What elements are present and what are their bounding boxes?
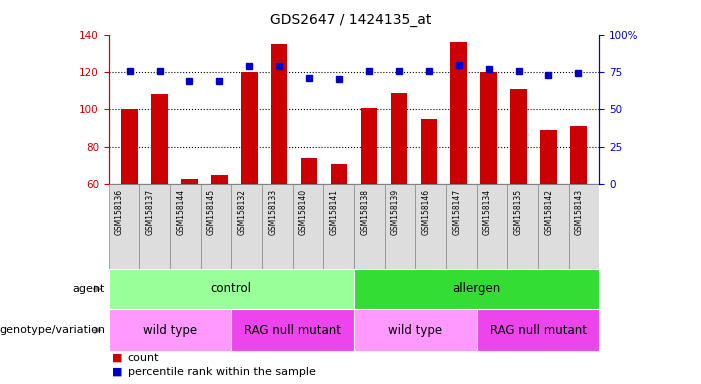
Bar [271, 44, 287, 184]
Text: wild type: wild type [388, 324, 442, 337]
Bar [477, 184, 508, 269]
Text: GSM158140: GSM158140 [299, 189, 308, 235]
Bar [354, 269, 599, 309]
Text: control: control [211, 283, 252, 295]
Bar [570, 126, 587, 184]
Text: GSM158142: GSM158142 [545, 189, 553, 235]
Text: GSM158143: GSM158143 [575, 189, 584, 235]
Text: GSM158146: GSM158146 [422, 189, 430, 235]
Text: allergen: allergen [453, 283, 501, 295]
Bar [121, 109, 138, 184]
Bar [361, 108, 377, 184]
Bar [385, 184, 415, 269]
Bar [211, 175, 228, 184]
Text: GSM158139: GSM158139 [391, 189, 400, 235]
Bar [538, 184, 569, 269]
Text: ■: ■ [112, 367, 123, 377]
Bar [151, 94, 168, 184]
Bar [508, 184, 538, 269]
Bar [569, 184, 599, 269]
Bar [262, 184, 293, 269]
Text: ■: ■ [112, 353, 123, 363]
Bar [293, 184, 323, 269]
Bar [109, 269, 354, 309]
Bar [480, 72, 497, 184]
Bar [323, 184, 354, 269]
Bar [477, 309, 599, 351]
Bar [200, 184, 231, 269]
Text: GSM158141: GSM158141 [329, 189, 339, 235]
Bar [510, 89, 526, 184]
Text: GSM158133: GSM158133 [268, 189, 278, 235]
Bar [390, 93, 407, 184]
Text: RAG null mutant: RAG null mutant [244, 324, 341, 337]
Text: GSM158134: GSM158134 [483, 189, 492, 235]
Bar [182, 179, 198, 184]
Text: GDS2647 / 1424135_at: GDS2647 / 1424135_at [270, 13, 431, 27]
Bar [354, 184, 385, 269]
Bar [446, 184, 477, 269]
Bar [540, 130, 557, 184]
Text: percentile rank within the sample: percentile rank within the sample [128, 367, 315, 377]
Bar [109, 184, 139, 269]
Text: agent: agent [73, 284, 105, 294]
Bar [170, 184, 200, 269]
Bar [139, 184, 170, 269]
Text: GSM158132: GSM158132 [238, 189, 247, 235]
Bar [421, 119, 437, 184]
Text: GSM158144: GSM158144 [177, 189, 185, 235]
Bar [109, 309, 231, 351]
Text: GSM158135: GSM158135 [514, 189, 523, 235]
Bar [301, 158, 318, 184]
Bar [231, 184, 262, 269]
Bar [451, 42, 467, 184]
Bar [231, 309, 354, 351]
Text: count: count [128, 353, 159, 363]
Text: GSM158137: GSM158137 [146, 189, 155, 235]
Text: GSM158136: GSM158136 [115, 189, 124, 235]
Bar [331, 164, 347, 184]
Text: wild type: wild type [143, 324, 197, 337]
Text: GSM158145: GSM158145 [207, 189, 216, 235]
Bar [241, 72, 257, 184]
Text: RAG null mutant: RAG null mutant [489, 324, 587, 337]
Bar [354, 309, 477, 351]
Text: GSM158138: GSM158138 [360, 189, 369, 235]
Bar [415, 184, 446, 269]
Text: genotype/variation: genotype/variation [0, 325, 105, 335]
Text: GSM158147: GSM158147 [452, 189, 461, 235]
